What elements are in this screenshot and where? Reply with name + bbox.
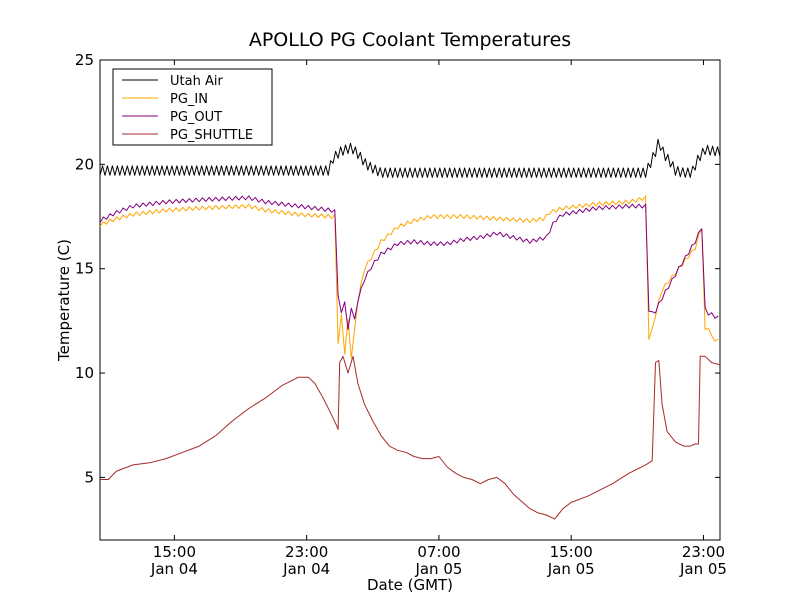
legend: Utah Air PG_IN PG_OUT PG_SHUTTLE [112, 68, 273, 146]
legend-box [112, 68, 273, 146]
series-line-pg-in [99, 195, 719, 359]
x-axis-label: Date (GMT) [367, 576, 453, 594]
legend-label: PG_SHUTTLE [170, 128, 253, 143]
y-tick-label: 10 [75, 364, 94, 382]
legend-label: PG_IN [170, 92, 208, 107]
y-tick-label: 15 [75, 260, 94, 278]
legend-label: Utah Air [170, 74, 223, 89]
x-tick-label-time: 23:00 [285, 543, 328, 561]
x-tick-label-date: Jan 04 [150, 560, 198, 578]
x-tick-label-date: Jan 05 [679, 560, 727, 578]
x-tick-label-time: 15:00 [550, 543, 593, 561]
y-tick-label: 5 [84, 468, 94, 486]
series-lines [99, 138, 721, 520]
x-tick-label-date: Jan 05 [547, 560, 595, 578]
series-line-pg-shuttle [100, 355, 721, 520]
x-tick-label-date: Jan 05 [414, 560, 462, 578]
y-axis-label: Temperature (C) [55, 239, 73, 362]
chart-title: APOLLO PG Coolant Temperatures [249, 29, 571, 51]
legend-label: PG_OUT [170, 110, 222, 125]
x-tick-label-time: 15:00 [153, 543, 196, 561]
y-tick-label: 20 [75, 155, 94, 173]
x-tick-label-time: 23:00 [682, 543, 725, 561]
series-line-pg-out [99, 195, 719, 330]
x-tick-label-time: 07:00 [417, 543, 460, 561]
x-tick-label-date: Jan 04 [282, 560, 330, 578]
y-tick-label: 25 [75, 51, 94, 69]
series-line-utah-air [99, 138, 721, 178]
